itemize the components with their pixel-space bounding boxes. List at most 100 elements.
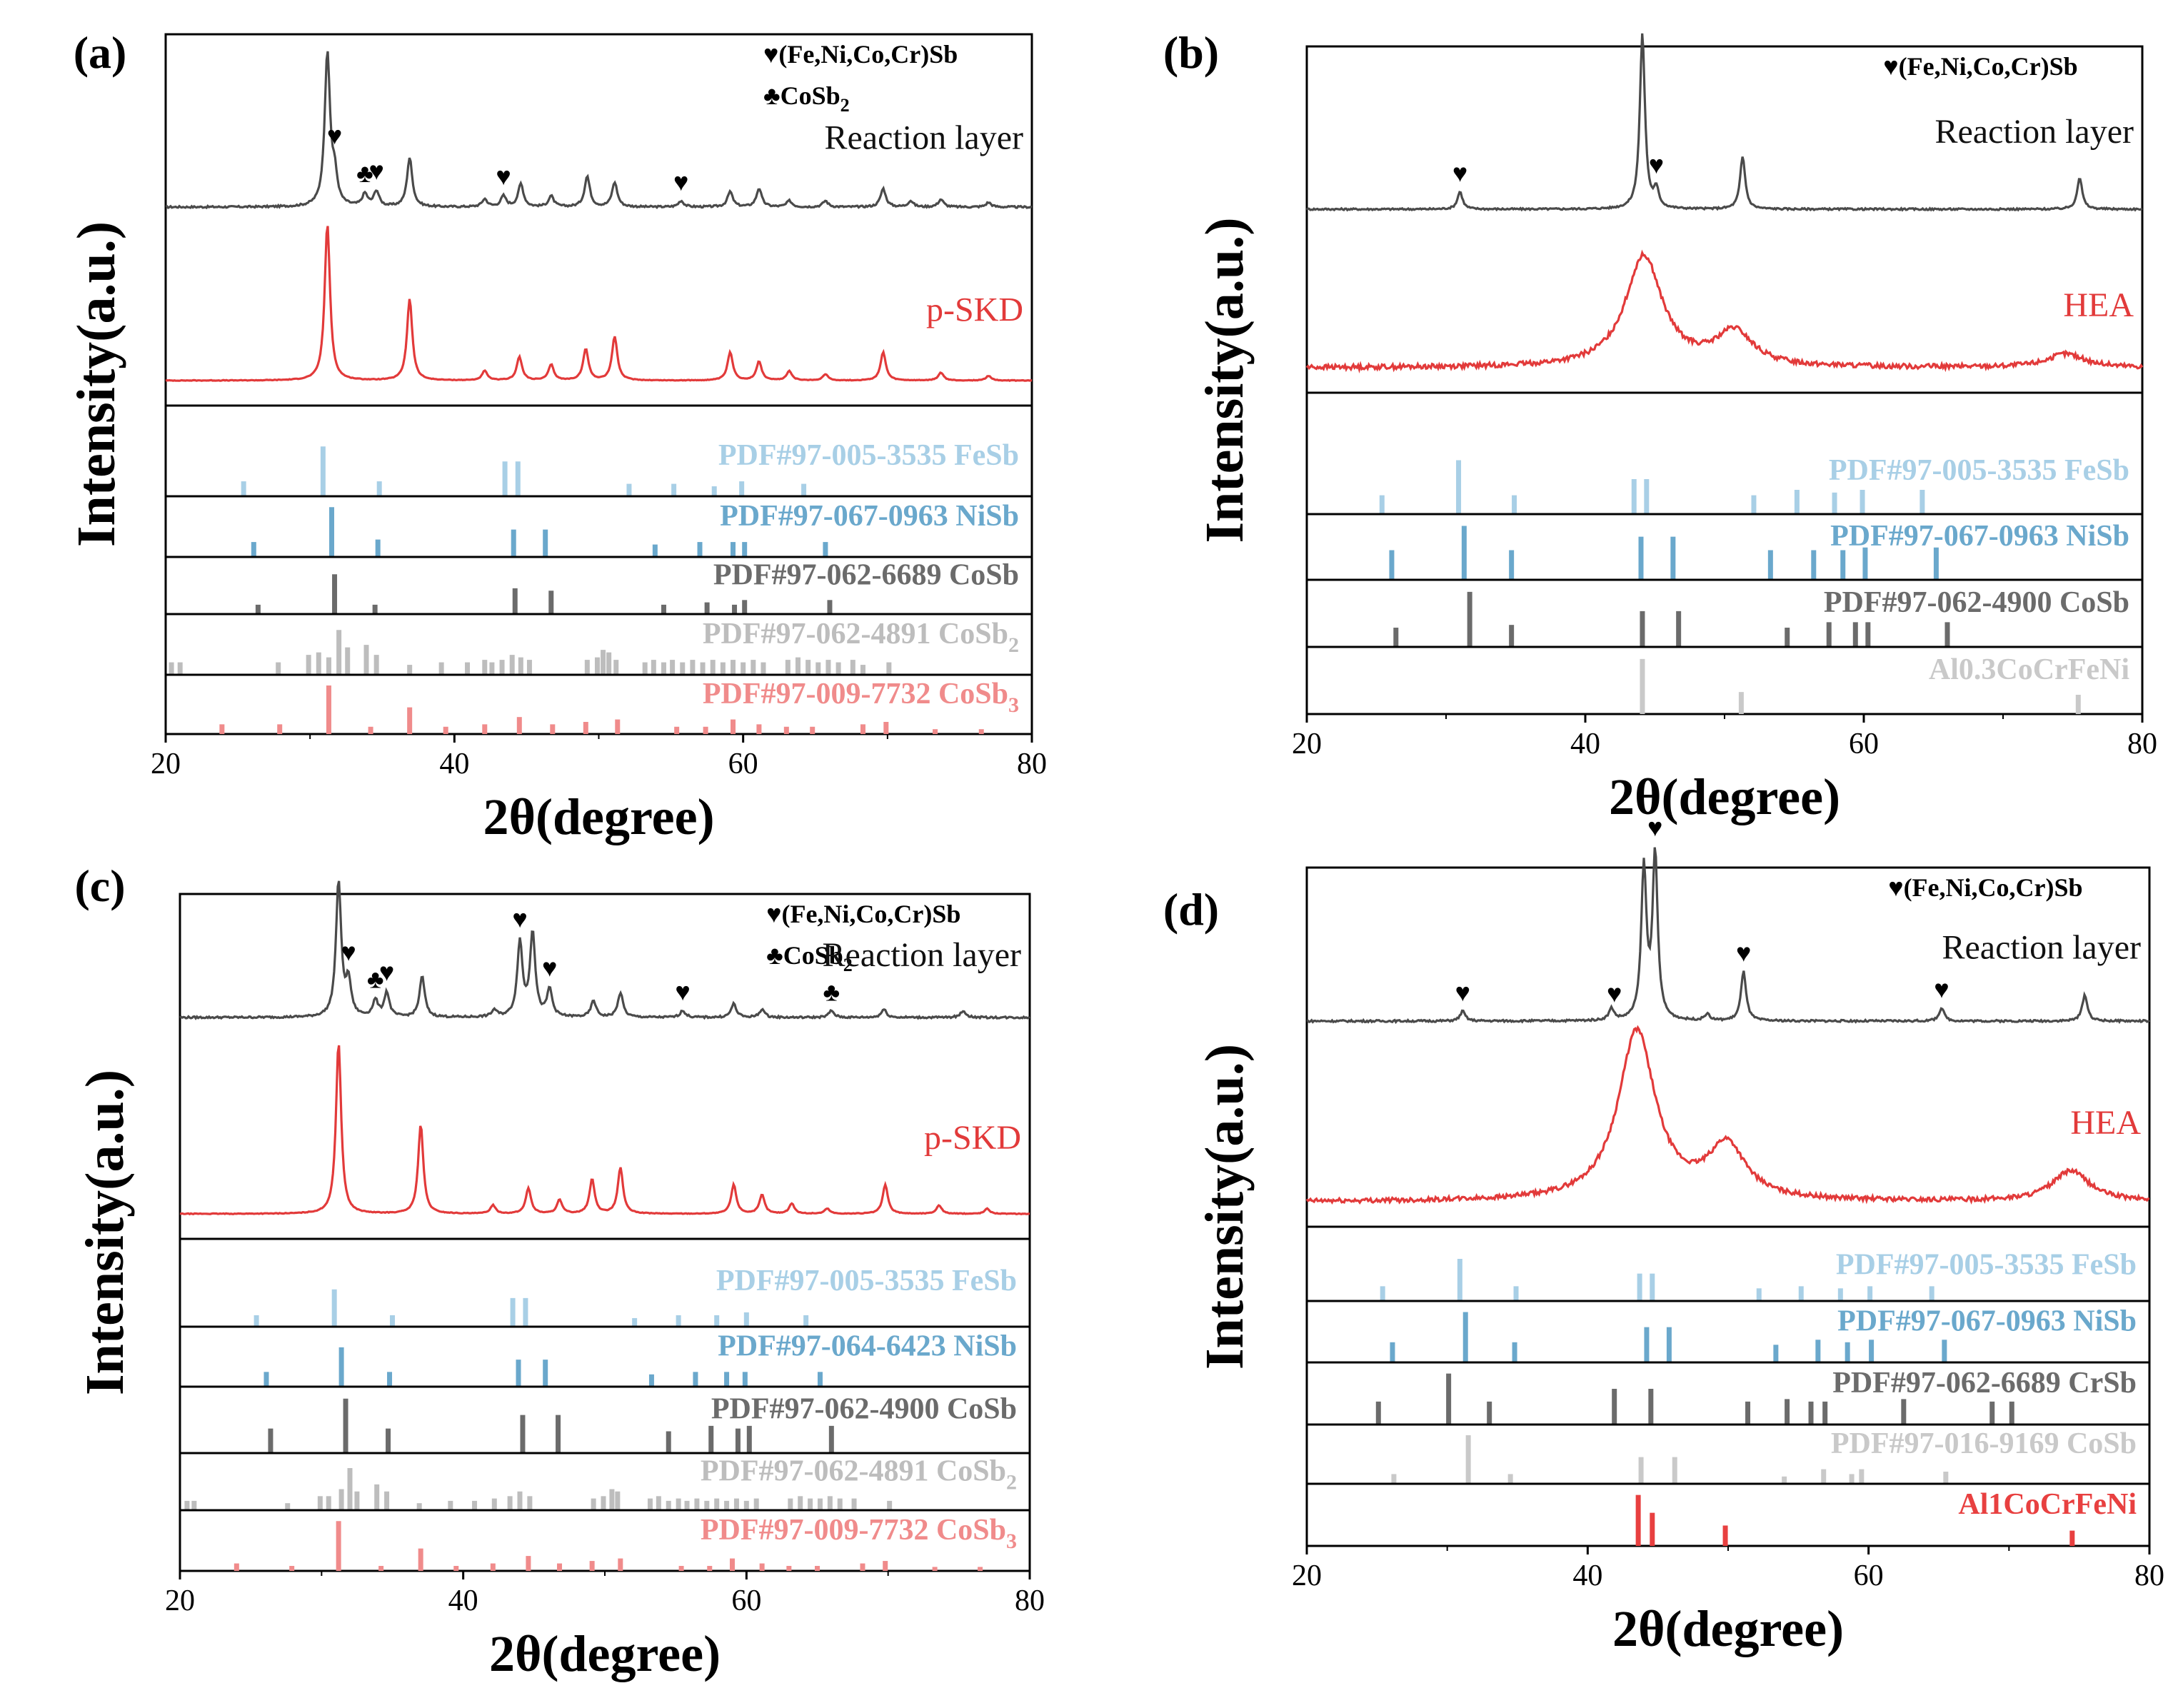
peak-marker: ♥ bbox=[327, 121, 342, 150]
peak-marker: ♥ bbox=[341, 938, 356, 967]
pattern-line bbox=[1305, 1025, 2149, 1205]
reference-label: PDF#97-062-4891 CoSb2 bbox=[703, 618, 1019, 657]
x-axis-label: 2θ(degree) bbox=[489, 1625, 721, 1682]
x-axis-label: 2θ(degree) bbox=[483, 788, 714, 845]
legend-entry: ♣CoSb2 bbox=[763, 81, 850, 116]
panel-d: (d)Intensity(a.u.)20 40 60 802θ(degree)♥(Fe… bbox=[1163, 813, 2164, 1657]
peak-marker: ♥ bbox=[675, 978, 690, 1006]
pattern-line bbox=[165, 51, 1033, 210]
x-tick-label: 60 bbox=[1854, 1559, 1884, 1592]
legend-symbol: ♥ bbox=[1883, 52, 1898, 81]
reference-label-subscript: 3 bbox=[1006, 1529, 1017, 1553]
x-tick-label: 60 bbox=[731, 1584, 761, 1617]
reference-label-subscript: 2 bbox=[1006, 1470, 1017, 1494]
peak-marker: ♥ bbox=[1736, 938, 1751, 967]
x-tick-label: 40 bbox=[439, 748, 469, 780]
pattern-label: HEA bbox=[2063, 286, 2134, 324]
legend-symbol: ♥ bbox=[766, 900, 781, 928]
x-tick-label: 20 bbox=[151, 748, 181, 780]
pattern-label: Reaction layer bbox=[1934, 113, 2134, 151]
peak-marker: ♥ bbox=[1455, 978, 1470, 1007]
pattern-line bbox=[1306, 847, 2151, 1025]
x-tick-label: 80 bbox=[2127, 728, 2157, 760]
legend-text: (Fe,Ni,Co,Cr)Sb bbox=[1899, 52, 2078, 81]
x-axis-label: 2θ(degree) bbox=[1612, 1600, 1844, 1657]
reference-label: PDF#97-062-6689 CoSb bbox=[713, 558, 1019, 591]
legend-symbol: ♣ bbox=[763, 81, 781, 110]
legend-text: (Fe,Ni,Co,Cr)Sb bbox=[778, 40, 958, 69]
peak-marker: ♥ bbox=[673, 168, 688, 196]
legend-text: CoSb bbox=[781, 81, 840, 110]
pattern-line bbox=[1305, 249, 2144, 373]
reference-label-text: PDF#97-062-4891 CoSb bbox=[703, 618, 1008, 650]
y-axis-label: Intensity(a.u.) bbox=[1195, 1044, 1255, 1370]
legend-entry: ♥(Fe,Ni,Co,Cr)Sb bbox=[1883, 52, 2077, 81]
reference-label-text: PDF#97-062-4900 CoSb bbox=[1824, 586, 2129, 619]
reference-label: PDF#97-067-0963 NiSb bbox=[720, 500, 1019, 533]
reference-label: Al0.3CoCrFeNi bbox=[1929, 653, 2129, 686]
reference-label-text: PDF#97-062-6689 CrSb bbox=[1832, 1367, 2137, 1400]
reference-label-text: PDF#97-005-3535 FeSb bbox=[716, 1265, 1017, 1297]
peak-marker: ♥ bbox=[1607, 980, 1622, 1008]
peak-marker: ♣ bbox=[356, 159, 373, 188]
x-tick-label: 80 bbox=[1015, 1584, 1045, 1617]
reference-label: PDF#97-009-7732 CoSb3 bbox=[701, 1514, 1017, 1553]
reference-label-text: PDF#97-062-6689 CoSb bbox=[713, 558, 1019, 591]
legend-symbol: ♣ bbox=[766, 941, 783, 970]
legend-symbol: ♥ bbox=[763, 40, 778, 69]
y-axis-label: Intensity(a.u.) bbox=[1195, 217, 1255, 543]
reference-label-text: PDF#97-067-0963 NiSb bbox=[1837, 1305, 2137, 1337]
panel-label: (c) bbox=[74, 860, 125, 911]
reference-label-text: PDF#97-009-7732 CoSb bbox=[703, 678, 1008, 710]
reference-label-text: Al1CoCrFeNi bbox=[1958, 1488, 2137, 1521]
peak-marker: ♣ bbox=[823, 978, 840, 1006]
reference-label-subscript: 2 bbox=[1008, 633, 1019, 657]
x-tick-label: 40 bbox=[448, 1584, 478, 1617]
x-axis-label: 2θ(degree) bbox=[1609, 768, 1840, 825]
reference-label-text: PDF#97-005-3535 FeSb bbox=[1836, 1249, 2137, 1282]
peak-marker: ♥ bbox=[379, 958, 394, 987]
legend-entry: ♥(Fe,Ni,Co,Cr)Sb bbox=[766, 900, 960, 928]
reference-label-text: PDF#97-009-7732 CoSb bbox=[701, 1514, 1006, 1547]
reference-label-text: PDF#97-064-6423 NiSb bbox=[718, 1330, 1017, 1362]
legend-text: CoSb bbox=[783, 941, 843, 970]
peak-marker: ♥ bbox=[496, 162, 511, 191]
reference-label-text: PDF#97-067-0963 NiSb bbox=[1830, 520, 2129, 553]
reference-label: PDF#97-005-3535 FeSb bbox=[718, 439, 1019, 472]
panel-label: (d) bbox=[1163, 884, 1219, 935]
pattern-label: Reaction layer bbox=[824, 119, 1023, 156]
reference-label: PDF#97-062-4891 CoSb2 bbox=[701, 1455, 1017, 1494]
reference-label-text: PDF#97-067-0963 NiSb bbox=[720, 500, 1019, 533]
pattern-line bbox=[165, 226, 1033, 383]
panel-c: (c)Intensity(a.u.)20 40 60 802θ(degree)♥(Fe… bbox=[74, 860, 1045, 1682]
pattern-label: p-SKD bbox=[926, 291, 1023, 328]
x-tick-label: 40 bbox=[1570, 728, 1600, 760]
pattern-line bbox=[179, 1045, 1030, 1216]
reference-label: PDF#97-064-6423 NiSb bbox=[718, 1330, 1017, 1362]
panel-label: (a) bbox=[74, 27, 127, 78]
reference-label-text: PDF#97-005-3535 FeSb bbox=[1829, 454, 2129, 487]
legend-text: (Fe,Ni,Co,Cr)Sb bbox=[1904, 873, 2083, 902]
y-axis-label: Intensity(a.u.) bbox=[66, 221, 126, 547]
legend-subscript: 2 bbox=[840, 95, 850, 116]
pattern-line bbox=[179, 880, 1030, 1020]
pattern-label: Reaction layer bbox=[822, 936, 1021, 974]
pattern-label: HEA bbox=[2070, 1104, 2141, 1142]
peak-marker: ♣ bbox=[367, 965, 384, 993]
reference-label-subscript: 3 bbox=[1008, 693, 1019, 717]
x-tick-label: 20 bbox=[1292, 728, 1322, 760]
reference-label: PDF#97-062-4900 CoSb bbox=[711, 1393, 1017, 1426]
reference-label: PDF#97-005-3535 FeSb bbox=[1829, 454, 2129, 487]
legend-entry: ♥(Fe,Ni,Co,Cr)Sb bbox=[1888, 873, 2082, 902]
reference-label-text: PDF#97-016-9169 CoSb bbox=[1831, 1427, 2137, 1460]
peak-marker: ♥ bbox=[1647, 813, 1662, 842]
reference-label: PDF#97-009-7732 CoSb3 bbox=[703, 678, 1019, 717]
reference-label: PDF#97-005-3535 FeSb bbox=[716, 1265, 1017, 1297]
reference-label: Al1CoCrFeNi bbox=[1958, 1488, 2137, 1521]
peak-marker: ♥ bbox=[512, 905, 527, 933]
pattern-line bbox=[1305, 33, 2143, 212]
pattern-label: p-SKD bbox=[924, 1119, 1021, 1157]
peak-marker: ♥ bbox=[1452, 159, 1467, 187]
reference-label-text: Al0.3CoCrFeNi bbox=[1929, 653, 2129, 686]
